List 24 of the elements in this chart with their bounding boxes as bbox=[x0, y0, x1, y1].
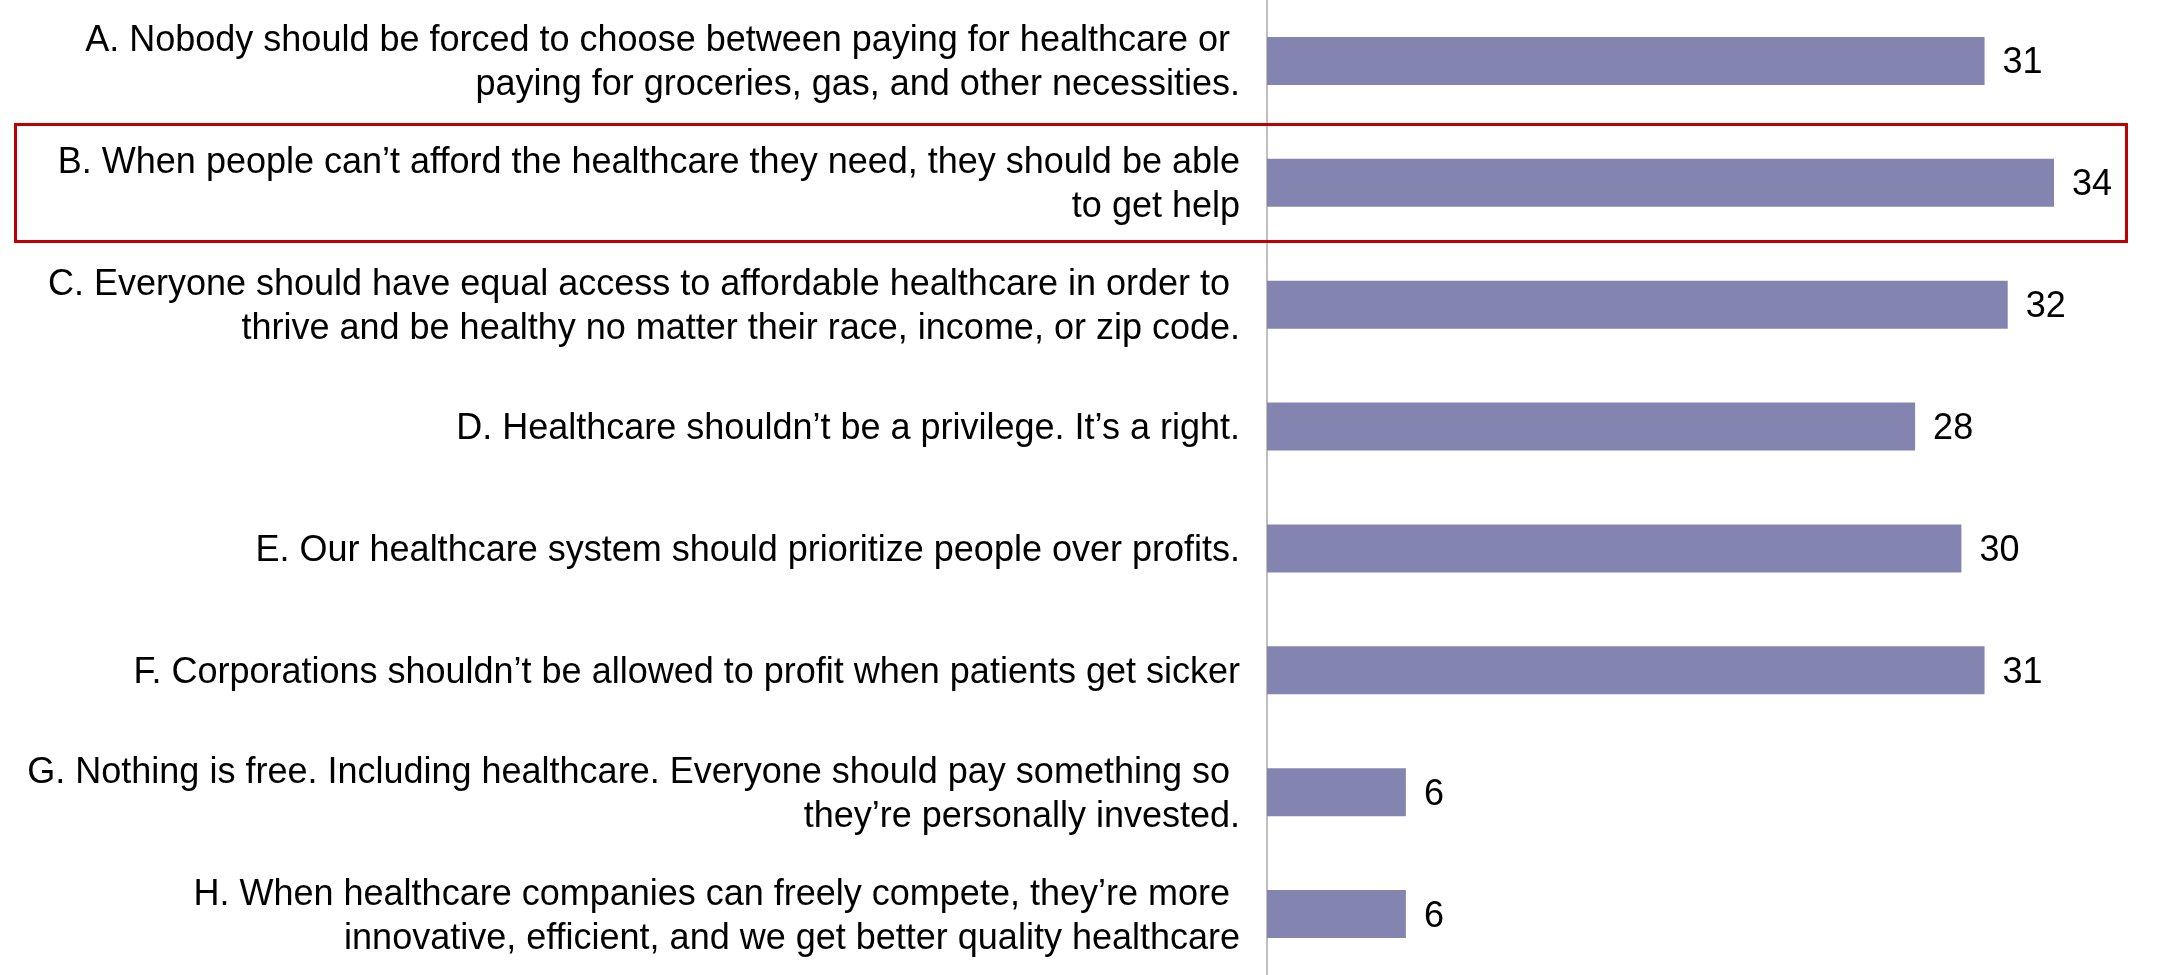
bar bbox=[1267, 524, 1962, 573]
y-tick-label: E. Our healthcare system should prioritize people over profits. bbox=[255, 527, 1240, 569]
data-label: 31 bbox=[2002, 40, 2043, 82]
y-tick-label: D. Healthcare shouldn’t be a privilege. It’s a right. bbox=[456, 406, 1240, 448]
data-label: 30 bbox=[1979, 527, 2020, 569]
bar bbox=[1267, 890, 1406, 939]
data-label: 6 bbox=[1423, 893, 1444, 935]
y-tick-label: G. Nothing is free. Including healthcare. Everyone should pay something so they’re personally invested. bbox=[27, 749, 1240, 835]
y-tick-label: B. When people can’t afford the healthcare they need, they should be able to get help bbox=[57, 140, 1240, 226]
bar bbox=[1267, 646, 1985, 695]
data-label: 28 bbox=[1933, 406, 1974, 448]
data-label: 32 bbox=[2025, 284, 2066, 326]
data-label: 34 bbox=[2072, 162, 2113, 204]
y-tick-label: A. Nobody should be forced to choose between paying for healthcare or paying for groceries, gas, and other necessities. bbox=[85, 18, 1240, 104]
bar bbox=[1267, 768, 1406, 817]
bar bbox=[1267, 280, 2008, 329]
bar bbox=[1267, 402, 1916, 451]
bar bbox=[1267, 36, 1985, 85]
bar bbox=[1267, 158, 2054, 207]
y-tick-label: F. Corporations shouldn’t be allowed to profit when patients get sicker bbox=[133, 649, 1240, 691]
y-tick-label: C. Everyone should have equal access to affordable healthcare in order to thrive and be healthy no matter their race, income, or zip code. bbox=[47, 262, 1240, 348]
data-label: 31 bbox=[2002, 649, 2043, 691]
y-tick-label: H. When healthcare companies can freely compete, they’re more innovative, efficient, and we get better quality healthcare bbox=[193, 871, 1240, 957]
data-label: 6 bbox=[1423, 771, 1444, 813]
